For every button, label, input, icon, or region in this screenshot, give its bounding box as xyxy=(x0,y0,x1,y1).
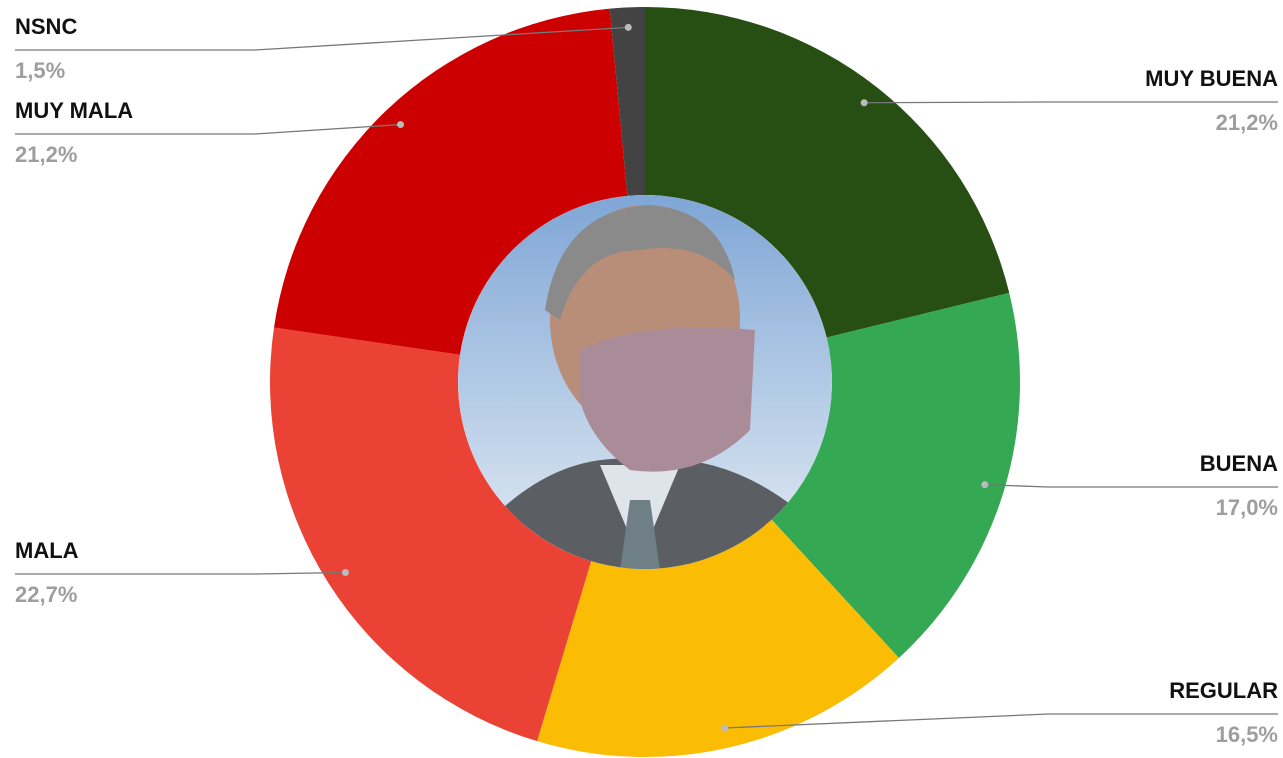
slice-label: NSNC xyxy=(15,14,77,39)
slice-label: BUENA xyxy=(1200,451,1278,476)
slice-label: MUY MALA xyxy=(15,98,133,123)
value-label: 21,2% xyxy=(15,142,77,167)
chart: MUY BUENA 21,2% BUENA 17,0% REGULAR 16,5% MALA… xyxy=(0,0,1283,758)
leader-line xyxy=(15,573,345,574)
leader-line xyxy=(985,485,1278,487)
leader-dot xyxy=(981,481,988,488)
slice-label: MUY BUENA xyxy=(1145,66,1278,91)
value-label: 21,2% xyxy=(1216,110,1278,135)
leader-dot xyxy=(861,99,868,106)
leader-line xyxy=(864,102,1278,103)
leader-dot xyxy=(342,569,349,576)
leader-dot xyxy=(721,724,728,731)
slice-label: REGULAR xyxy=(1169,678,1278,703)
leader-dot xyxy=(625,24,632,31)
value-label: 16,5% xyxy=(1216,722,1278,747)
slice-label: MALA xyxy=(15,538,79,563)
value-label: 17,0% xyxy=(1216,495,1278,520)
leader-dot xyxy=(397,121,404,128)
value-label: 1,5% xyxy=(15,58,65,83)
leader-line xyxy=(15,125,401,134)
value-label: 22,7% xyxy=(15,582,77,607)
